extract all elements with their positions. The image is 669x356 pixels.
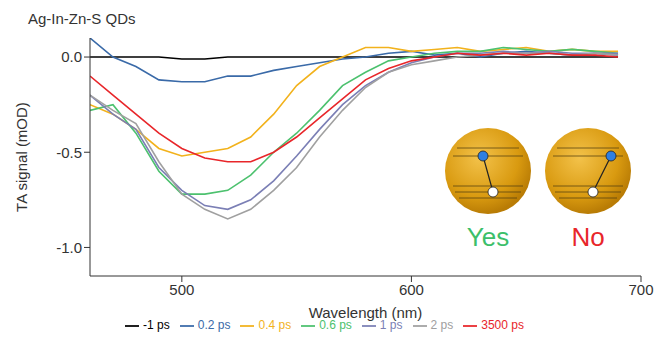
svg-text:-1.0: -1.0	[56, 239, 82, 256]
svg-text:700: 700	[628, 281, 653, 298]
html-text:0.6 ps: 0.6 ps	[319, 318, 352, 332]
svg-text:TA signal (mOD): TA signal (mOD)	[13, 102, 30, 212]
html-text:No: No	[571, 222, 605, 252]
html-text:-1 ps: -1 ps	[143, 318, 170, 332]
html-text:2 ps: 2 ps	[430, 318, 454, 332]
html-text:3500 ps: 3500 ps	[481, 318, 524, 332]
html-text:Yes: Yes	[466, 222, 510, 252]
html-text:0.2 ps: 0.2 ps	[197, 318, 231, 332]
svg-text:600: 600	[399, 281, 424, 298]
svg-text:Wavelength (nm): Wavelength (nm)	[309, 304, 423, 321]
html-text:0.4 ps: 0.4 ps	[258, 318, 292, 332]
html-text:Ag-In-Zn-S QDs: Ag-In-Zn-S QDs	[28, 10, 136, 27]
svg-text:-0.5: -0.5	[56, 144, 82, 161]
svg-text:500: 500	[169, 281, 194, 298]
html-text:1 ps: 1 ps	[379, 318, 403, 332]
svg-text:0.0: 0.0	[61, 48, 82, 65]
